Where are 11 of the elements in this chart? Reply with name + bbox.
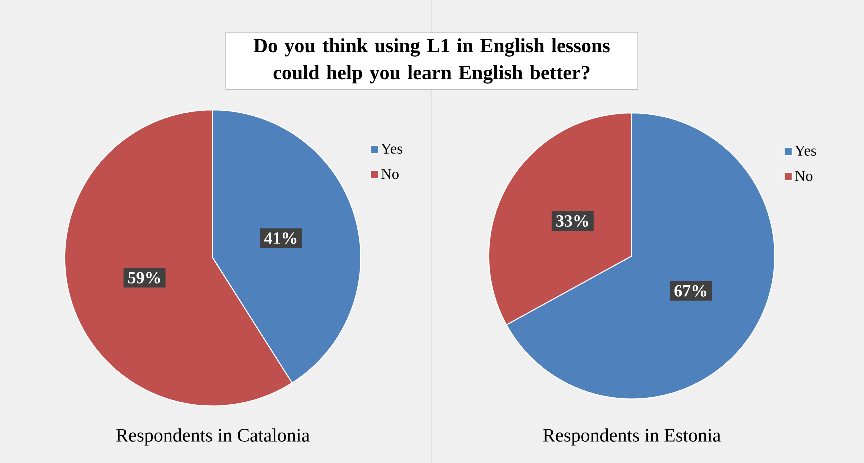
chart-title: Do you think using L1 in English lessons could help you learn English better? xyxy=(254,38,610,84)
data-label: 59% xyxy=(128,272,160,284)
text: Respondents in Catalonia xyxy=(116,428,310,446)
data-label: 41% xyxy=(264,232,297,244)
legend-label: No xyxy=(382,169,399,180)
data-label: 33% xyxy=(556,215,588,227)
data-label: 67% xyxy=(674,285,706,297)
legend-label: No xyxy=(795,171,813,182)
text: Respondents in Estonia xyxy=(543,428,721,446)
legend-label: Yes xyxy=(795,146,816,156)
legend-label: Yes xyxy=(381,144,402,154)
